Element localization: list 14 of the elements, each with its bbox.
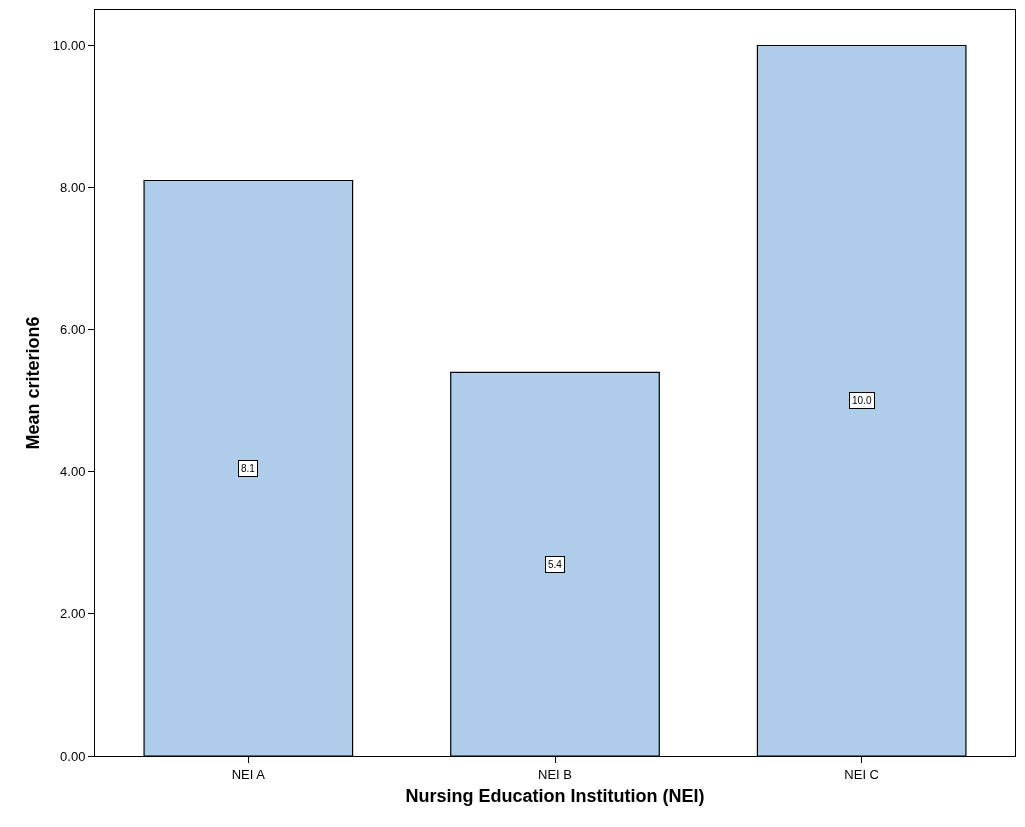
data-label: 5.4 — [548, 559, 563, 570]
y-tick-label: 6.00 — [60, 322, 86, 338]
x-axis-title: Nursing Education Institution (NEI) — [405, 785, 705, 806]
data-label: 8.1 — [241, 463, 256, 474]
y-tick-label: 8.00 — [60, 180, 86, 196]
y-axis-title: Mean criterion6 — [23, 316, 44, 450]
x-tick-label: NEI A — [231, 766, 266, 782]
x-tick-label: NEI C — [844, 766, 880, 782]
y-tick-label: 2.00 — [60, 606, 86, 622]
y-tick-label: 10.00 — [52, 38, 86, 54]
y-tick-label: 4.00 — [60, 464, 86, 480]
y-tick-label: 0.00 — [60, 748, 86, 764]
x-tick-label: NEI B — [538, 766, 572, 782]
data-label: 10.0 — [852, 395, 872, 406]
